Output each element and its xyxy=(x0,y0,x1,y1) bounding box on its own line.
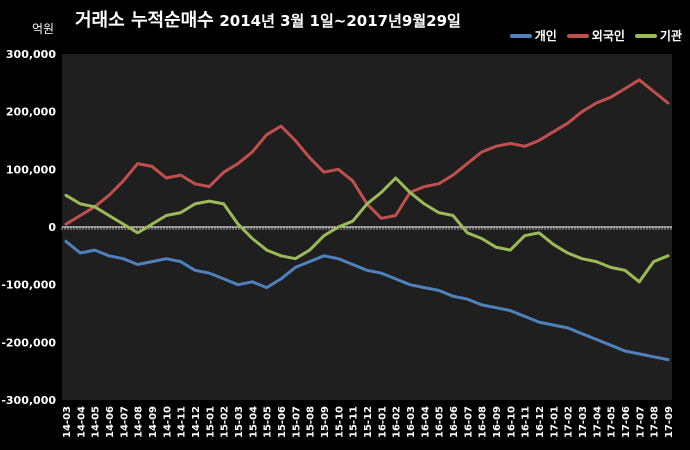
chart-subtitle: 2014년 3월 1일~2017년9월29일 xyxy=(219,12,461,30)
legend-label-individual: 개인 xyxy=(534,29,557,43)
legend-item-individual: 개인 xyxy=(509,27,557,44)
y-tick-label: 300,000 xyxy=(6,48,56,61)
x-tick-label: 14-07 xyxy=(119,406,130,438)
x-tick-label: 15-10 xyxy=(334,406,345,438)
series-line-institution xyxy=(64,176,670,284)
x-tick-label: 16-02 xyxy=(392,406,403,438)
x-tick-label: 15-11 xyxy=(349,406,360,438)
x-tick-label: 17-01 xyxy=(549,406,560,438)
legend-swatch-foreign xyxy=(566,33,589,38)
x-tick-label: 14-08 xyxy=(134,406,145,438)
x-tick-label: 16-12 xyxy=(535,406,546,438)
x-tick-label: 16-08 xyxy=(478,406,489,438)
x-tick-label: 14-09 xyxy=(148,406,159,438)
x-tick-label: 14-03 xyxy=(62,406,73,438)
x-tick-label: 15-08 xyxy=(306,406,317,438)
x-tick-label: 16-01 xyxy=(377,406,388,438)
y-tick-label: 0 xyxy=(48,221,56,234)
legend-label-foreign: 외국인 xyxy=(591,29,625,43)
x-tick-label: 16-04 xyxy=(420,406,431,438)
y-tick-label: -100,000 xyxy=(1,279,56,292)
series-line-individual xyxy=(64,239,670,362)
x-tick-label: 15-03 xyxy=(234,406,245,438)
legend-swatch-individual xyxy=(509,33,532,38)
x-tick-label: 16-09 xyxy=(492,406,503,438)
y-tick-label: -200,000 xyxy=(1,336,56,349)
legend-label-institution: 기관 xyxy=(659,29,682,43)
x-tick-label: 15-04 xyxy=(248,406,259,438)
x-tick-label: 17-03 xyxy=(578,406,589,438)
x-tick-label: 14-12 xyxy=(191,406,202,438)
series-lines xyxy=(64,78,670,362)
x-tick-label: 16-11 xyxy=(521,406,532,438)
x-tick-label: 17-04 xyxy=(592,406,603,438)
x-tick-label: 17-07 xyxy=(635,406,646,438)
x-tick-label: 17-09 xyxy=(664,406,675,438)
x-tick-label: 15-09 xyxy=(320,406,331,438)
y-tick-label: -300,000 xyxy=(1,394,56,407)
x-tick-label: 16-05 xyxy=(435,406,446,438)
x-tick-label: 15-07 xyxy=(291,406,302,438)
chart-title: 거래소 누적순매수 xyxy=(75,10,214,31)
x-tick-label: 15-01 xyxy=(205,406,216,438)
x-tick-label: 16-10 xyxy=(506,406,517,438)
x-tick-label: 15-02 xyxy=(220,406,231,438)
legend: 개인 외국인 기관 xyxy=(509,27,682,44)
x-tick-label: 14-11 xyxy=(177,406,188,438)
y-axis-unit-label: 억원 xyxy=(32,22,55,36)
x-tick-label: 17-06 xyxy=(621,406,632,438)
x-tick-label: 15-05 xyxy=(263,406,274,438)
y-axis: 300,000 200,000 100,000 0 -100,000 -200,000 -3… xyxy=(1,48,672,407)
x-tick-label: 17-08 xyxy=(650,406,661,438)
x-tick-label: 16-03 xyxy=(406,406,417,438)
x-tick-label: 14-05 xyxy=(91,406,102,438)
y-tick-label: 100,000 xyxy=(6,163,56,176)
legend-swatch-institution xyxy=(634,33,657,38)
x-tick-label: 15-12 xyxy=(363,406,374,438)
x-tick-label: 15-06 xyxy=(277,406,288,438)
y-tick-label: 200,000 xyxy=(6,106,56,119)
x-tick-label: 17-02 xyxy=(564,406,575,438)
chart-title-group: 거래소 누적순매수 2014년 3월 1일~2017년9월29일 xyxy=(75,6,461,32)
x-tick-label: 16-07 xyxy=(463,406,474,438)
x-tick-label: 17-05 xyxy=(607,406,618,438)
x-axis: 14-03 14-04 14-05 14-06 14-07 14-08 14-09 14-10… xyxy=(62,406,675,438)
x-tick-label: 14-10 xyxy=(162,406,173,438)
legend-item-foreign: 외국인 xyxy=(566,27,625,44)
x-tick-label: 14-04 xyxy=(76,406,87,438)
x-tick-label: 16-06 xyxy=(449,406,460,438)
legend-item-institution: 기관 xyxy=(634,27,682,44)
x-tick-label: 14-06 xyxy=(105,406,116,438)
